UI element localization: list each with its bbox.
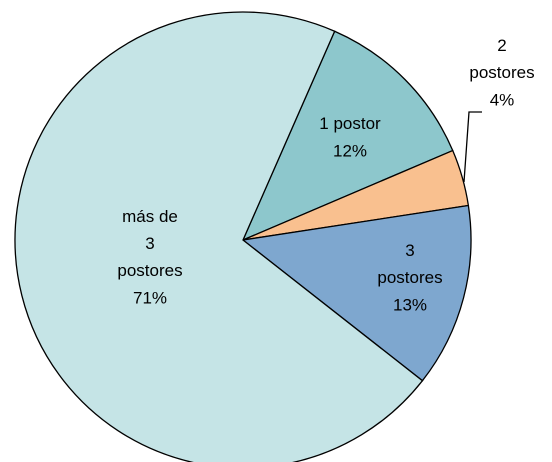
label-line: 3 [405, 241, 414, 260]
label-line: 2 [497, 36, 506, 55]
label-line: 1 postor [319, 114, 381, 133]
slice-label: más de 3 postores [117, 207, 182, 280]
pie-slice [241, 30, 454, 242]
pie-slice [241, 204, 472, 382]
value-label: 4% [490, 90, 515, 109]
label-line: más de [122, 207, 178, 226]
label-line: postores [469, 63, 534, 82]
slice-label: 3 postores [377, 241, 442, 287]
slice-label: 2 postores [469, 36, 534, 82]
value-label: 12% [333, 141, 367, 160]
leader-line [463, 111, 482, 183]
slice-label: 1 postor [319, 114, 381, 133]
label-line: postores [117, 261, 182, 280]
value-label: 13% [393, 295, 427, 314]
label-line: 3 [145, 234, 154, 253]
value-label: 71% [133, 288, 167, 307]
label-line: postores [377, 268, 442, 287]
